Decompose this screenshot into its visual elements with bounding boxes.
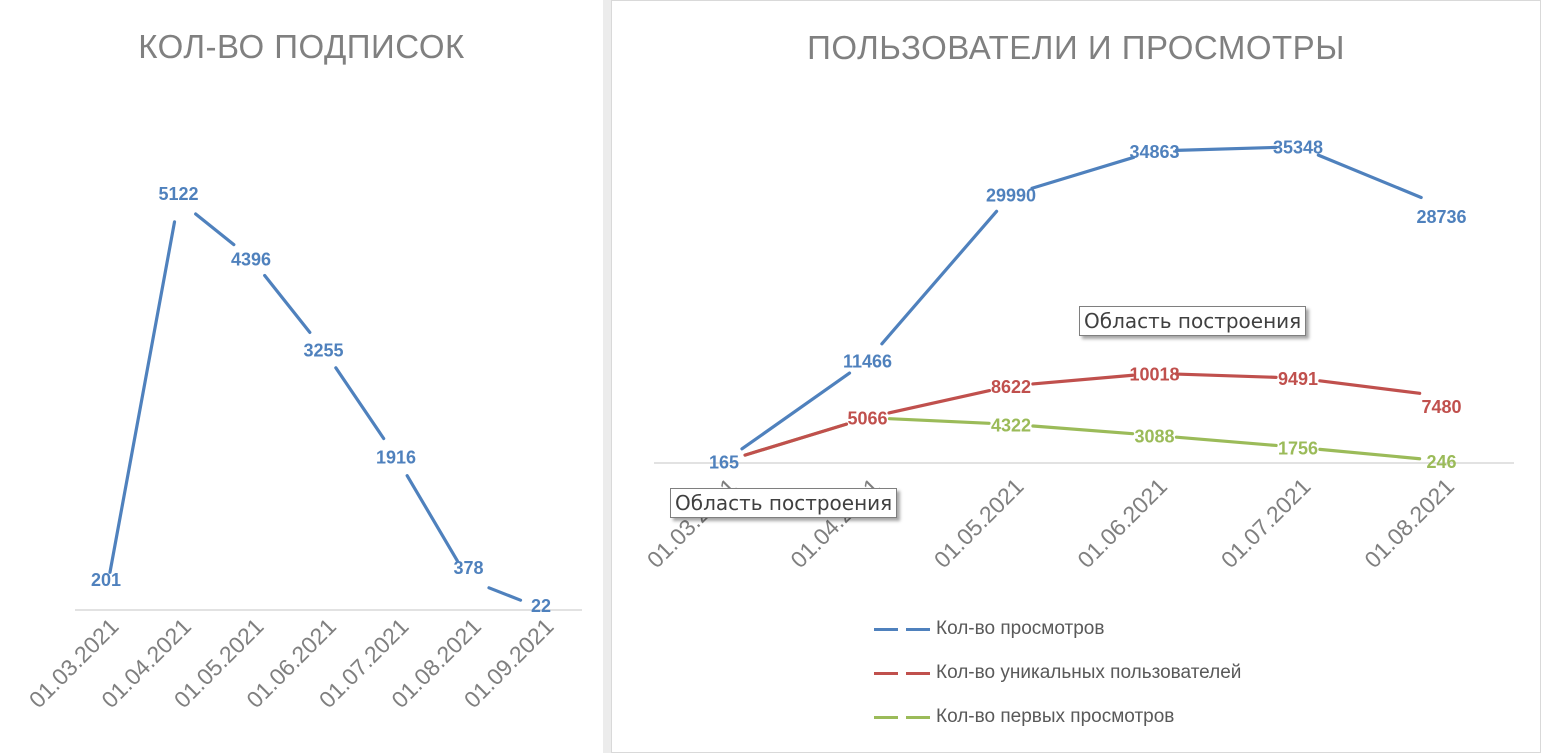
data-label: 5122 <box>158 184 198 204</box>
data-label: 1916 <box>376 448 416 468</box>
data-label: 4322 <box>991 415 1031 435</box>
data-label: 3088 <box>1134 426 1174 446</box>
legend-swatch-segment <box>874 627 898 631</box>
series-line-segment <box>487 586 523 602</box>
series-line-segment <box>1318 379 1422 395</box>
legend-swatch-views <box>874 627 932 631</box>
legend-swatch-segment <box>906 627 930 631</box>
users-views-chart-title: ПОЛЬЗОВАТЕЛИ И ПРОСМОТРЫ <box>807 29 1345 66</box>
data-label: 9491 <box>1278 369 1318 389</box>
data-label: 3255 <box>303 341 343 361</box>
series-line-segment <box>887 389 992 415</box>
legend-swatch-segment <box>906 671 930 675</box>
series-line-segment <box>1316 153 1423 200</box>
data-label: 28736 <box>1416 207 1466 227</box>
legend-label-first-views: Кол-во первых просмотров <box>936 706 1175 727</box>
data-label: 246 <box>1426 452 1456 472</box>
data-label: 7480 <box>1421 397 1461 417</box>
data-label: 165 <box>709 453 739 473</box>
users-views-chart-panel: ПОЛЬЗОВАТЕЛИ И ПРОСМОТРЫ 01.03.2021 01.04… <box>611 0 1541 753</box>
data-label: 4396 <box>231 249 271 269</box>
legend-item-views[interactable]: Кол-во просмотров <box>874 607 1241 651</box>
data-label: 35348 <box>1273 138 1323 158</box>
series-line-segment <box>334 366 386 441</box>
data-label: 22 <box>531 596 551 616</box>
series-line-segment <box>880 209 999 346</box>
data-label: 201 <box>91 570 121 590</box>
data-label: 29990 <box>986 186 1036 206</box>
legend-swatch-first-views <box>874 715 932 719</box>
panel-divider <box>603 0 611 753</box>
series-line-segment <box>405 474 459 563</box>
series-line-segment <box>1174 435 1278 448</box>
series-line-segment <box>1318 447 1422 461</box>
subscriptions-chart-svg: 01.03.202101.04.202101.05.202101.06.2021… <box>24 184 582 713</box>
x-tick-label: 01.08.2021 <box>1359 473 1459 573</box>
chart-legend: Кол-во просмотров Кол-во уникальных поль… <box>874 607 1241 739</box>
data-label: 10018 <box>1129 364 1179 384</box>
data-label: 8622 <box>991 377 1031 397</box>
series-line-segment <box>1031 373 1135 386</box>
x-tick-label: 01.05.2021 <box>929 473 1029 573</box>
legend-label-views: Кол-во просмотров <box>936 618 1105 639</box>
data-label: 378 <box>453 558 483 578</box>
legend-item-first-views[interactable]: Кол-во первых просмотров <box>874 695 1241 739</box>
x-tick-label: 01.06.2021 <box>1072 473 1172 573</box>
series-line-segment <box>1030 155 1136 190</box>
x-tick-label: 01.07.2021 <box>1216 473 1316 573</box>
series-line-segment <box>1174 145 1278 153</box>
series-line-segment <box>108 220 177 574</box>
data-label: 34863 <box>1129 142 1179 162</box>
series-line-segment <box>263 273 312 334</box>
data-label: 5066 <box>847 409 887 429</box>
legend-swatch-segment <box>906 715 930 719</box>
data-label: 11466 <box>843 351 892 371</box>
plot-area-tooltip-secondary: Область построения <box>670 488 898 518</box>
series-line-segment <box>194 212 236 247</box>
legend-swatch-segment <box>874 671 898 675</box>
legend-item-unique-users[interactable]: Кол-во уникальных пользователей <box>874 651 1241 695</box>
subscriptions-chart-panel: КОЛ-ВО ПОДПИСОК 01.03.2021 01.04.2021 01.0… <box>0 0 603 753</box>
legend-swatch-segment <box>874 715 898 719</box>
series-line-segment <box>887 417 991 425</box>
plot-area-tooltip: Область построения <box>1079 306 1307 336</box>
data-label: 1756 <box>1278 438 1318 458</box>
legend-swatch-unique-users <box>874 671 932 675</box>
series-line-segment <box>1031 424 1135 436</box>
subscriptions-chart-title: КОЛ-ВО ПОДПИСОК <box>138 28 465 65</box>
legend-label-unique-users: Кол-во уникальных пользователей <box>936 662 1242 683</box>
series-line-segment <box>1174 372 1278 379</box>
series-line-segment <box>743 422 849 457</box>
series-line-segment <box>740 371 852 451</box>
